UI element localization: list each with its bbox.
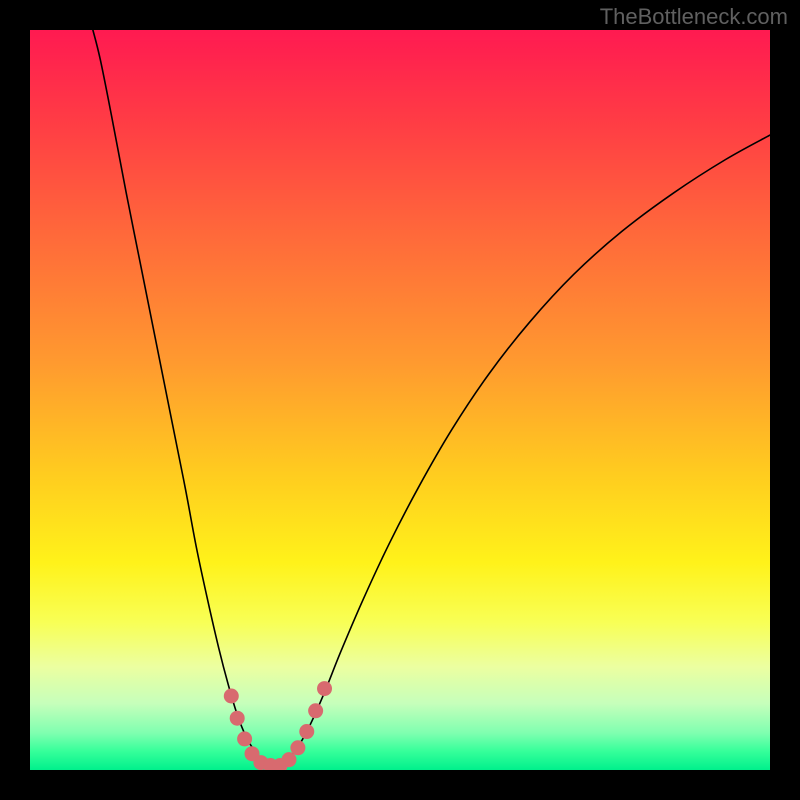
valley-marker [230, 711, 245, 726]
valley-marker [299, 724, 314, 739]
valley-marker [282, 752, 297, 767]
plot-svg [30, 30, 770, 770]
valley-marker [237, 731, 252, 746]
plot-area [30, 30, 770, 770]
watermark-text: TheBottleneck.com [600, 4, 788, 30]
valley-marker [317, 681, 332, 696]
valley-marker [224, 689, 239, 704]
valley-marker [290, 740, 305, 755]
valley-marker [308, 703, 323, 718]
gradient-background [30, 30, 770, 770]
